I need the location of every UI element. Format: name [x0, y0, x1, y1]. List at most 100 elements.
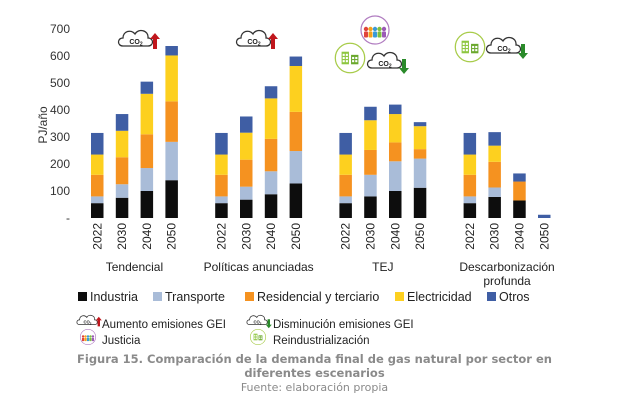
x-tick-label: 2030: [239, 223, 253, 250]
bar-segment-transporte: [413, 158, 427, 188]
bar-segment-industria: [463, 203, 477, 218]
bar-segment-electricidad: [364, 120, 377, 150]
reindustrializacion-icon: [334, 42, 366, 74]
bar-segment-industria: [240, 199, 253, 218]
bar-segment-industria: [339, 203, 352, 218]
bar-segment-residencial-y-terciario: [413, 149, 427, 159]
x-tick-label: 2050: [289, 223, 303, 250]
bar-segment-electricidad: [413, 126, 427, 150]
y-axis: - 100 200 300 400 500 600 700: [50, 22, 70, 225]
bar-segment-electricidad: [488, 145, 501, 162]
legend: Industria Transporte Residencial y terciar…: [78, 290, 530, 304]
svg-text:CO2: CO2: [83, 319, 91, 325]
bar-segment-transporte: [140, 168, 154, 191]
reindustrializacion-icon: [249, 328, 267, 346]
bar-segment-otros: [165, 46, 178, 56]
bar-segment-residencial-y-terciario: [364, 149, 377, 175]
bar-segment-transporte: [115, 184, 129, 198]
figure-caption: Figura 15. Comparación de la demanda fin…: [0, 352, 629, 380]
co2-cloud-icon: CO2: [485, 36, 528, 59]
bar-segment-otros: [413, 122, 427, 127]
x-tick-label: 2050: [165, 223, 179, 250]
icon-legend-label: Disminución emisiones GEI: [273, 319, 414, 331]
x-tick-label: 2022: [339, 223, 353, 250]
y-tick-label: 300: [50, 130, 70, 144]
svg-text:CO2: CO2: [378, 61, 392, 70]
x-tick-label: 2030: [363, 223, 377, 250]
justicia-icon: [360, 15, 390, 45]
bar-segment-transporte: [463, 196, 477, 204]
bar-segment-residencial-y-terciario: [513, 181, 526, 201]
y-tick-label: 100: [50, 184, 70, 198]
x-tick-label: 2040: [140, 223, 154, 250]
annotations: CO2 CO2 CO2 CO2: [117, 15, 528, 74]
bar-segment-otros: [538, 214, 551, 218]
svg-text:CO2: CO2: [497, 46, 511, 55]
figure-source: Fuente: elaboración propia: [240, 381, 389, 394]
bar-segment-transporte: [240, 186, 253, 200]
group-label: Políticas anunciadas: [204, 260, 314, 274]
bar-segment-otros: [364, 106, 377, 121]
svg-text:CO2: CO2: [247, 39, 261, 48]
bar-segment-electricidad: [165, 55, 178, 102]
bar-segment-residencial-y-terciario: [240, 159, 253, 187]
bar-segment-electricidad: [140, 93, 154, 135]
x-tick-label: 2040: [388, 223, 402, 250]
bar-segment-transporte: [264, 171, 278, 195]
bar-segment-otros: [513, 173, 526, 182]
legend-label-transporte: Transporte: [165, 290, 225, 304]
bar-segment-residencial-y-terciario: [115, 157, 129, 185]
y-tick-label: 200: [50, 157, 70, 171]
bar-segment-electricidad: [463, 154, 477, 175]
icon-legend-label: Justicia: [102, 335, 141, 347]
bars: [91, 46, 551, 218]
bar-segment-industria: [488, 196, 501, 218]
svg-text:CO2: CO2: [129, 39, 143, 48]
legend-swatch-residencial-y-terciario: [245, 292, 254, 301]
y-tick-label: 700: [50, 22, 70, 36]
x-tick-label: 2040: [512, 223, 526, 250]
bar-segment-otros: [389, 104, 402, 115]
bar-segment-electricidad: [240, 132, 253, 160]
bar-segment-industria: [165, 180, 178, 218]
bar-segment-transporte: [364, 174, 377, 197]
bar-segment-electricidad: [91, 154, 104, 175]
bar-segment-otros: [339, 132, 352, 155]
bar-segment-residencial-y-terciario: [463, 174, 477, 197]
bar-segment-electricidad: [264, 98, 278, 139]
bar-segment-electricidad: [389, 114, 402, 143]
legend-label-otros: Otros: [499, 290, 530, 304]
bar-segment-electricidad: [289, 65, 303, 112]
legend-swatch-otros: [487, 292, 496, 301]
icon-legend: CO2 Aumento emisiones GEI CO2 Disminución e…: [76, 314, 414, 347]
bar-segment-transporte: [488, 187, 501, 197]
group-label: Tendencial: [106, 260, 163, 274]
bar-segment-transporte: [91, 196, 104, 204]
bar-segment-industria: [413, 187, 427, 218]
bar-segment-otros: [264, 86, 278, 99]
bar-segment-transporte: [289, 151, 303, 184]
y-tick-label: -: [66, 211, 70, 225]
bar-segment-residencial-y-terciario: [140, 134, 154, 169]
bar-segment-industria: [91, 203, 104, 218]
bar-segment-transporte: [165, 141, 178, 181]
bar-segment-otros: [91, 132, 104, 155]
bar-segment-residencial-y-terciario: [165, 101, 178, 142]
bar-segment-transporte: [389, 161, 402, 191]
bar-segment-industria: [389, 191, 402, 218]
legend-swatch-industria: [78, 292, 87, 301]
x-axis: 2022 2030 2040 2050 2022 2030 2040 2050 2022 2030…: [90, 223, 551, 250]
bar-segment-otros: [289, 56, 303, 66]
reindustrializacion-icon: [454, 31, 486, 63]
bar-segment-industria: [513, 200, 526, 218]
legend-swatch-transporte: [153, 292, 162, 301]
bar-segment-otros: [215, 132, 228, 155]
y-tick-label: 400: [50, 103, 70, 117]
bar-segment-transporte: [339, 196, 352, 204]
bar-segment-residencial-y-terciario: [339, 174, 352, 197]
bar-segment-residencial-y-terciario: [264, 138, 278, 172]
x-tick-label: 2022: [463, 223, 477, 250]
bar-segment-industria: [364, 196, 377, 218]
bar-segment-industria: [264, 194, 278, 218]
